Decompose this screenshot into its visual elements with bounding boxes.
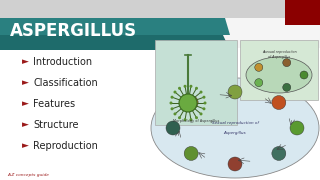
Bar — [240, 40, 318, 100]
Circle shape — [300, 71, 308, 79]
Circle shape — [179, 94, 197, 112]
Text: Features: Features — [33, 99, 75, 109]
Circle shape — [178, 116, 181, 119]
Circle shape — [255, 63, 263, 71]
Circle shape — [178, 87, 181, 90]
Circle shape — [195, 87, 198, 90]
Text: Classification: Classification — [33, 78, 98, 88]
Text: ►: ► — [22, 141, 29, 150]
Text: Introduction: Introduction — [33, 57, 92, 67]
Circle shape — [203, 96, 205, 99]
Circle shape — [184, 147, 198, 160]
Text: A Z concepts guide: A Z concepts guide — [7, 173, 49, 177]
Bar — [0, 48, 320, 180]
Circle shape — [184, 118, 187, 121]
Text: ►: ► — [22, 57, 29, 66]
Circle shape — [171, 107, 173, 110]
Circle shape — [189, 85, 192, 88]
Circle shape — [255, 79, 263, 87]
Bar — [285, 0, 320, 25]
Circle shape — [173, 91, 176, 94]
Bar — [155, 40, 237, 125]
Circle shape — [203, 107, 205, 110]
Text: Structure: Structure — [33, 120, 78, 130]
Circle shape — [272, 147, 286, 160]
Text: ►: ► — [22, 100, 29, 109]
Ellipse shape — [246, 57, 312, 93]
Bar — [0, 0, 290, 18]
Text: Aspergillus: Aspergillus — [224, 131, 246, 135]
Circle shape — [228, 157, 242, 171]
Circle shape — [283, 83, 291, 91]
Circle shape — [228, 85, 242, 99]
Circle shape — [272, 96, 286, 110]
Circle shape — [173, 112, 176, 115]
Ellipse shape — [151, 78, 319, 178]
Circle shape — [195, 116, 198, 119]
Circle shape — [200, 112, 203, 115]
Circle shape — [184, 85, 187, 88]
Circle shape — [189, 118, 192, 121]
Text: Asexual reproduction
of Aspergillus: Asexual reproduction of Aspergillus — [262, 50, 296, 59]
Text: Sexual reproduction of: Sexual reproduction of — [212, 121, 259, 125]
Circle shape — [200, 91, 203, 94]
Text: ►: ► — [22, 120, 29, 129]
Polygon shape — [0, 18, 230, 35]
Circle shape — [170, 102, 172, 105]
Circle shape — [171, 96, 173, 99]
Text: ►: ► — [22, 78, 29, 87]
Circle shape — [283, 59, 291, 67]
Polygon shape — [0, 18, 230, 50]
Text: Reproduction: Reproduction — [33, 141, 98, 151]
Circle shape — [166, 121, 180, 135]
Circle shape — [290, 121, 304, 135]
Circle shape — [204, 102, 206, 105]
Text: ASPERGILLUS: ASPERGILLUS — [10, 22, 137, 40]
Circle shape — [184, 96, 198, 110]
Text: Morphology of Aspergillus: Morphology of Aspergillus — [173, 119, 219, 123]
